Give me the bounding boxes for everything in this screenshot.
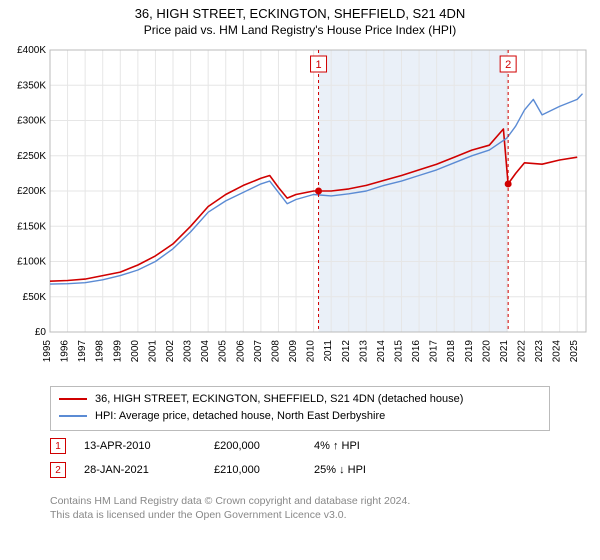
event-table: 1 13-APR-2010£200,0004% ↑ HPI 2 28-JAN-2021… [50, 430, 550, 478]
svg-text:1998: 1998 [95, 340, 106, 363]
svg-text:2006: 2006 [235, 340, 246, 363]
svg-text:2020: 2020 [481, 340, 492, 363]
legend-swatch [59, 415, 87, 417]
event-marker: 2 [50, 462, 66, 478]
svg-text:2023: 2023 [534, 340, 545, 363]
chart-title: 36, HIGH STREET, ECKINGTON, SHEFFIELD, S… [0, 6, 600, 21]
svg-text:2003: 2003 [183, 340, 194, 363]
svg-text:£50K: £50K [23, 292, 47, 303]
svg-text:2009: 2009 [288, 340, 299, 363]
legend-label: HPI: Average price, detached house, Nort… [95, 408, 385, 425]
svg-text:£150K: £150K [17, 221, 46, 232]
svg-text:2011: 2011 [323, 340, 334, 362]
svg-text:1999: 1999 [112, 340, 123, 363]
legend-swatch [59, 398, 87, 400]
footer-attribution: Contains HM Land Registry data © Crown c… [50, 494, 410, 522]
svg-text:2010: 2010 [306, 340, 317, 363]
svg-text:£400K: £400K [17, 45, 46, 56]
svg-text:2016: 2016 [411, 340, 422, 363]
event-marker: 1 [50, 438, 66, 454]
svg-text:1: 1 [315, 59, 321, 71]
legend-row: HPI: Average price, detached house, Nort… [59, 408, 541, 425]
svg-text:1996: 1996 [60, 340, 71, 363]
event-date: 28-JAN-2021 [84, 464, 214, 476]
svg-text:£300K: £300K [17, 116, 46, 127]
svg-text:2018: 2018 [446, 340, 457, 363]
svg-text:2005: 2005 [218, 340, 229, 363]
event-price: £210,000 [214, 464, 314, 476]
svg-text:£200K: £200K [17, 186, 46, 197]
svg-text:1995: 1995 [42, 340, 53, 363]
svg-text:£350K: £350K [17, 80, 46, 91]
svg-text:2021: 2021 [499, 340, 510, 363]
svg-text:£100K: £100K [17, 257, 46, 268]
chart-subtitle: Price paid vs. HM Land Registry's House … [0, 23, 600, 37]
svg-text:2004: 2004 [200, 340, 211, 363]
svg-text:£0: £0 [35, 327, 47, 338]
line-chart: £0 £50K £100K £150K £200K £250K £300K £350K £400… [8, 44, 592, 374]
svg-text:2008: 2008 [270, 340, 281, 363]
svg-text:£250K: £250K [17, 151, 46, 162]
svg-text:2002: 2002 [165, 340, 176, 363]
svg-text:2001: 2001 [147, 340, 158, 363]
svg-text:2013: 2013 [358, 340, 369, 363]
svg-text:2012: 2012 [341, 340, 352, 363]
chart-container: 36, HIGH STREET, ECKINGTON, SHEFFIELD, S… [0, 0, 600, 560]
event-row: 1 13-APR-2010£200,0004% ↑ HPI [50, 438, 550, 454]
legend-row: 36, HIGH STREET, ECKINGTON, SHEFFIELD, S… [59, 391, 541, 408]
svg-text:2007: 2007 [253, 340, 264, 363]
svg-text:2: 2 [505, 59, 511, 71]
svg-text:2019: 2019 [464, 340, 475, 363]
footer-line-1: Contains HM Land Registry data © Crown c… [50, 494, 410, 508]
event-price: £200,000 [214, 440, 314, 452]
footer-line-2: This data is licensed under the Open Gov… [50, 508, 410, 522]
event-date: 13-APR-2010 [84, 440, 214, 452]
svg-text:2014: 2014 [376, 340, 387, 363]
svg-text:2024: 2024 [552, 340, 563, 363]
event-delta: 4% ↑ HPI [314, 440, 484, 452]
svg-text:2025: 2025 [569, 340, 580, 363]
svg-text:2000: 2000 [130, 340, 141, 363]
chart-area: £0 £50K £100K £150K £200K £250K £300K £350K £400… [8, 44, 592, 374]
event-delta: 25% ↓ HPI [314, 464, 484, 476]
legend-label: 36, HIGH STREET, ECKINGTON, SHEFFIELD, S… [95, 391, 463, 408]
title-block: 36, HIGH STREET, ECKINGTON, SHEFFIELD, S… [0, 0, 600, 37]
legend: 36, HIGH STREET, ECKINGTON, SHEFFIELD, S… [50, 386, 550, 431]
svg-text:1997: 1997 [77, 340, 88, 363]
svg-text:2022: 2022 [516, 340, 527, 363]
svg-text:2015: 2015 [393, 340, 404, 363]
svg-text:2017: 2017 [429, 340, 440, 363]
event-row: 2 28-JAN-2021£210,00025% ↓ HPI [50, 462, 550, 478]
